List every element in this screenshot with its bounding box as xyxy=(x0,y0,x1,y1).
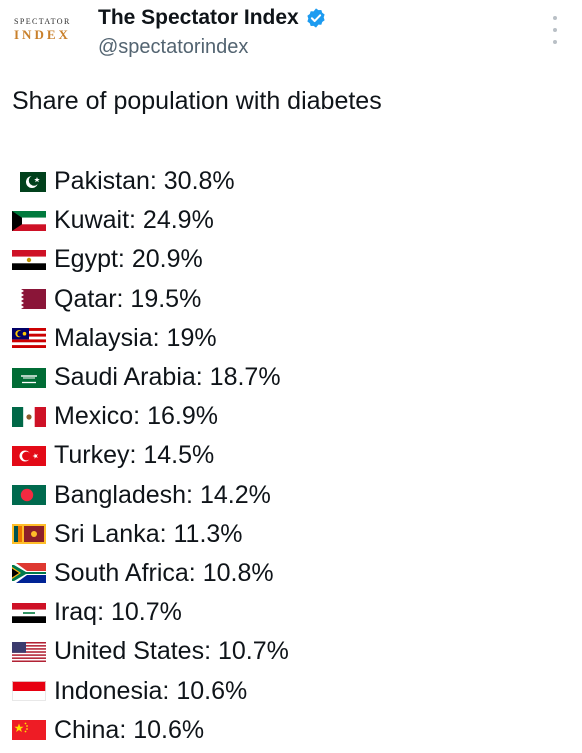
author-handle[interactable]: @spectatorindex xyxy=(98,36,249,58)
list-item-label: Bangladesh: 14.2% xyxy=(54,480,271,509)
list-item: Qatar: 19.5% xyxy=(12,280,289,319)
list-item: Indonesia: 10.6% xyxy=(12,671,289,710)
iraq-flag-icon xyxy=(12,602,46,623)
list-item: Pakistan: 30.8% xyxy=(12,162,289,201)
list-item: Turkey: 14.5% xyxy=(12,436,289,475)
more-options-icon[interactable] xyxy=(548,16,562,44)
list-item-label: Qatar: 19.5% xyxy=(54,284,202,313)
saudi-arabia-flag-icon xyxy=(12,367,46,388)
list-item: Saudi Arabia: 18.7% xyxy=(12,358,289,397)
author-name-row: The Spectator Index xyxy=(98,4,327,32)
indonesia-flag-icon xyxy=(12,681,46,702)
list-item-label: Turkey: 14.5% xyxy=(54,441,215,470)
list-item-label: Mexico: 16.9% xyxy=(54,402,218,431)
list-item: Sri Lanka: 11.3% xyxy=(12,515,289,554)
list-item-label: China: 10.6% xyxy=(54,715,205,744)
list-item: United States: 10.7% xyxy=(12,632,289,671)
list-item: Malaysia: 19% xyxy=(12,319,289,358)
verified-badge-icon xyxy=(307,8,325,28)
list-item-label: Indonesia: 10.6% xyxy=(54,676,248,705)
mexico-flag-icon xyxy=(12,406,46,427)
list-item-label: Egypt: 20.9% xyxy=(54,245,203,274)
kuwait-flag-icon xyxy=(12,210,46,231)
tweet-title: Share of population with diabetes xyxy=(12,87,382,115)
list-item-label: Malaysia: 19% xyxy=(54,323,217,352)
sri-lanka-flag-icon xyxy=(12,524,46,545)
list-item: Bangladesh: 14.2% xyxy=(12,476,289,515)
list-item-label: United States: 10.7% xyxy=(54,637,289,666)
logo-text-bottom: INDEX xyxy=(14,27,71,42)
list-item-label: Saudi Arabia: 18.7% xyxy=(54,363,281,392)
author-display-name[interactable]: The Spectator Index xyxy=(98,6,299,29)
list-item-label: Iraq: 10.7% xyxy=(54,598,182,627)
list-item-label: Sri Lanka: 11.3% xyxy=(54,519,243,548)
list-item: Kuwait: 24.9% xyxy=(12,201,289,240)
pakistan-flag-icon xyxy=(12,171,46,192)
list-item: Mexico: 16.9% xyxy=(12,397,289,436)
list-item: Egypt: 20.9% xyxy=(12,240,289,279)
tweet-header: SPECTATOR INDEX The Spectator Index @spe… xyxy=(0,0,582,70)
list-item: South Africa: 10.8% xyxy=(12,554,289,593)
diabetes-list: Pakistan: 30.8% Kuwait: 24.9% Egypt: 20.… xyxy=(12,162,289,750)
bangladesh-flag-icon xyxy=(12,485,46,506)
list-item: China: 10.6% xyxy=(12,711,289,750)
qatar-flag-icon xyxy=(12,289,46,310)
list-item-label: Pakistan: 30.8% xyxy=(54,167,235,196)
logo-text-top: SPECTATOR xyxy=(14,17,71,26)
turkey-flag-icon xyxy=(12,445,46,466)
list-item-label: South Africa: 10.8% xyxy=(54,558,274,587)
south-africa-flag-icon xyxy=(12,563,46,584)
tweet-text: Share of population with diabetes Pakist… xyxy=(12,84,572,744)
malaysia-flag-icon xyxy=(12,328,46,349)
united-states-flag-icon xyxy=(12,641,46,662)
egypt-flag-icon xyxy=(12,249,46,270)
china-flag-icon xyxy=(12,720,46,741)
list-item: Iraq: 10.7% xyxy=(12,593,289,632)
list-item-label: Kuwait: 24.9% xyxy=(54,206,214,235)
author-avatar[interactable]: SPECTATOR INDEX xyxy=(14,17,78,51)
